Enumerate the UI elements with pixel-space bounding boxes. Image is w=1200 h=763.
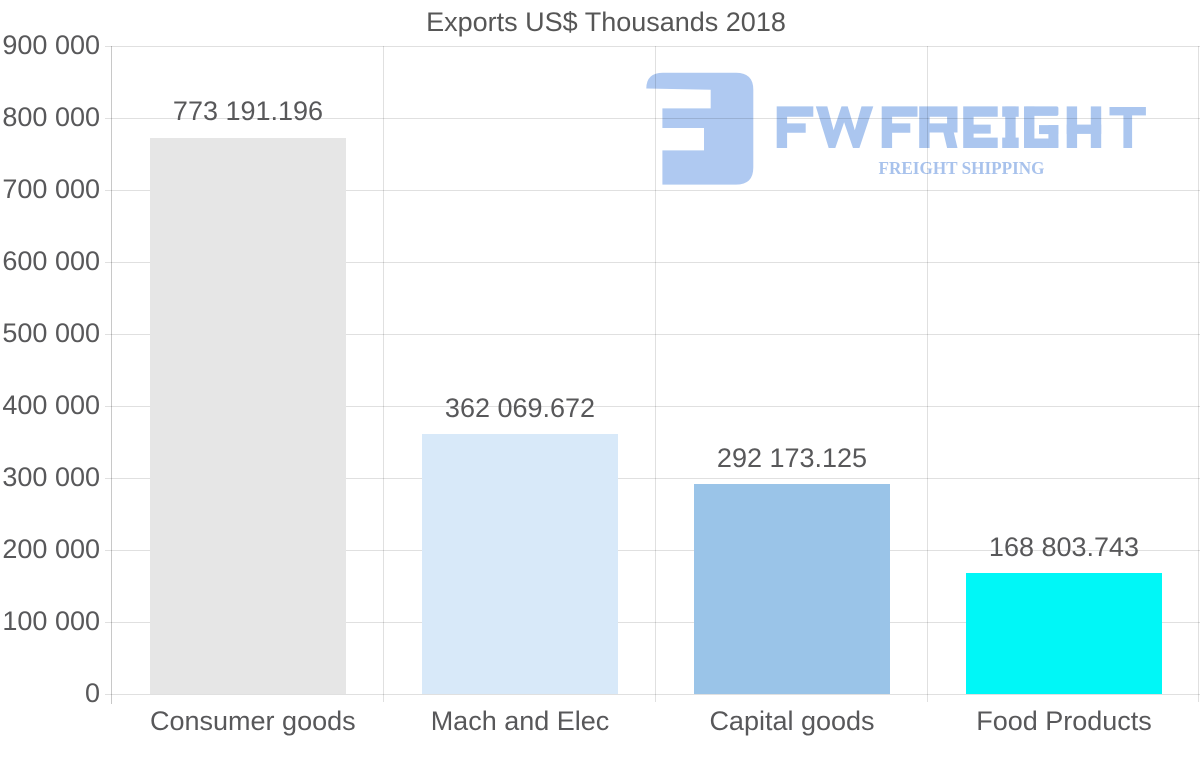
svg-text:FREIGHT SHIPPING: FREIGHT SHIPPING: [879, 158, 1045, 178]
